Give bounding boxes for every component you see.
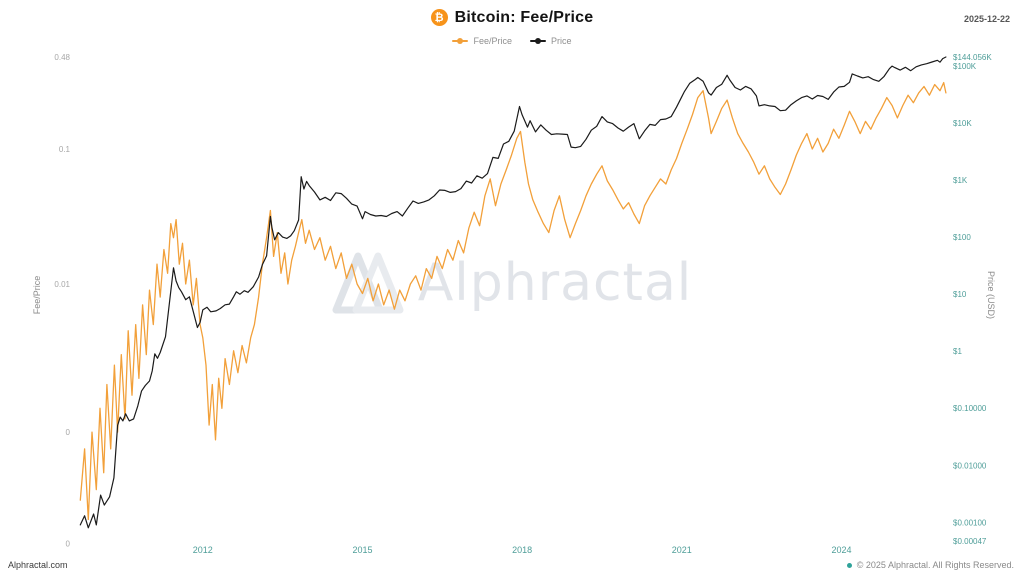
price-axis-tick-label: $0.00047 (953, 537, 987, 546)
legend: Fee/Price Price (0, 36, 1024, 46)
x-axis-tick-label: 2015 (352, 545, 372, 555)
price-axis-tick-label: $10K (953, 119, 972, 128)
price-axis-tick-label: $1K (953, 176, 968, 185)
copyright-text: © 2025 Alphractal. All Rights Reserved. (856, 560, 1014, 570)
footer-copyright: © 2025 Alphractal. All Rights Reserved. (846, 560, 1014, 570)
header: ₿ Bitcoin: Fee/Price (0, 8, 1024, 27)
price-axis-tick-label: $1 (953, 347, 962, 356)
x-axis-tick-label: 2012 (193, 545, 213, 555)
fee-axis-tick-label: 0.1 (59, 145, 71, 154)
status-dot-icon (846, 562, 852, 568)
fee-price-legend-marker-icon (452, 40, 469, 42)
fee-axis-tick-label: 0 (66, 428, 71, 437)
x-axis-tick-label: 2024 (831, 545, 851, 555)
date-label: 2025-12-22 (963, 14, 1010, 24)
fee-axis-tick-label: 0 (66, 539, 71, 548)
price-axis-tick-label: $144.056K (953, 53, 992, 62)
price-axis-tick-label: $100K (953, 62, 977, 71)
right-axis-title: Price (USD) (986, 271, 996, 319)
price-axis-tick-label: $10 (953, 290, 967, 299)
left-axis-title: Fee/Price (32, 276, 42, 315)
legend-item-fee-price[interactable]: Fee/Price (452, 36, 512, 46)
price-axis-tick-label: $100 (953, 233, 971, 242)
price-legend-marker-icon (530, 40, 546, 42)
x-axis-tick-label: 2021 (672, 545, 692, 555)
series-line-fee-price[interactable] (79, 81, 947, 521)
legend-label-fee-price: Fee/Price (473, 36, 512, 46)
x-axis-tick-label: 2018 (512, 545, 532, 555)
fee-axis-tick-label: 0.48 (54, 53, 70, 62)
page-title: Bitcoin: Fee/Price (454, 8, 594, 26)
price-axis-tick-label: $0.10000 (953, 404, 987, 413)
footer-site-link[interactable]: Alphractal.com (8, 560, 68, 570)
legend-label-price: Price (551, 36, 572, 46)
bitcoin-icon: ₿ (430, 9, 448, 26)
price-axis-tick-label: $0.01000 (953, 461, 987, 470)
price-axis-tick-label: $0.00100 (953, 518, 987, 527)
fee-axis-tick-label: 0.01 (54, 280, 70, 289)
legend-item-price[interactable]: Price (530, 36, 572, 46)
series-line-price[interactable] (79, 56, 947, 529)
